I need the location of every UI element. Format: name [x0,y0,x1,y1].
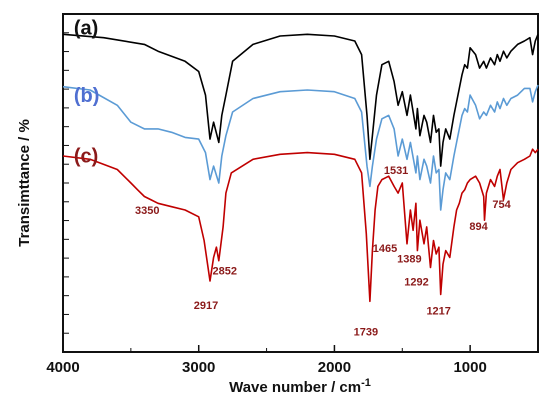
x-axis-ticks: 4000 3000 2000 1000 [46,345,539,376]
spectra-lines [62,33,539,303]
y-minor-ticks [63,32,69,334]
peak-label: 1217 [426,306,450,318]
series-tag-a: (a) [74,17,98,39]
peak-label: 894 [469,221,488,233]
peak-label: 1531 [384,165,408,177]
peak-label: 754 [492,199,511,211]
peak-label: 1465 [373,243,397,255]
y-axis-title: Transimttance / % [16,119,33,247]
x-tick-label: 2000 [318,359,351,376]
x-tick-label: 4000 [46,359,79,376]
series-tag-c: (c) [74,146,98,168]
peak-labels: 3350 2917 2852 1531 1465 1739 1389 1292 1217 894 7… [135,165,512,338]
series-tag-b: (b) [74,85,100,107]
peak-label: 3350 [135,205,159,217]
peak-label: 2852 [213,266,237,278]
peak-label: 1389 [397,254,421,266]
series-line-b [62,84,539,211]
series-tags: (a) (b) (c) [74,17,100,167]
x-tick-label: 1000 [453,359,486,376]
x-axis-title-superscript: -1 [361,377,371,389]
peak-label: 1739 [354,326,378,338]
x-axis-title: Wave number / cm-1 [229,377,371,396]
x-axis-title-text: Wave number / cm [229,379,361,396]
series-line-c [62,148,539,303]
peak-label: 1292 [404,277,428,289]
x-tick-label: 3000 [182,359,215,376]
series-line-a [62,33,539,167]
peak-label: 2917 [194,300,218,312]
